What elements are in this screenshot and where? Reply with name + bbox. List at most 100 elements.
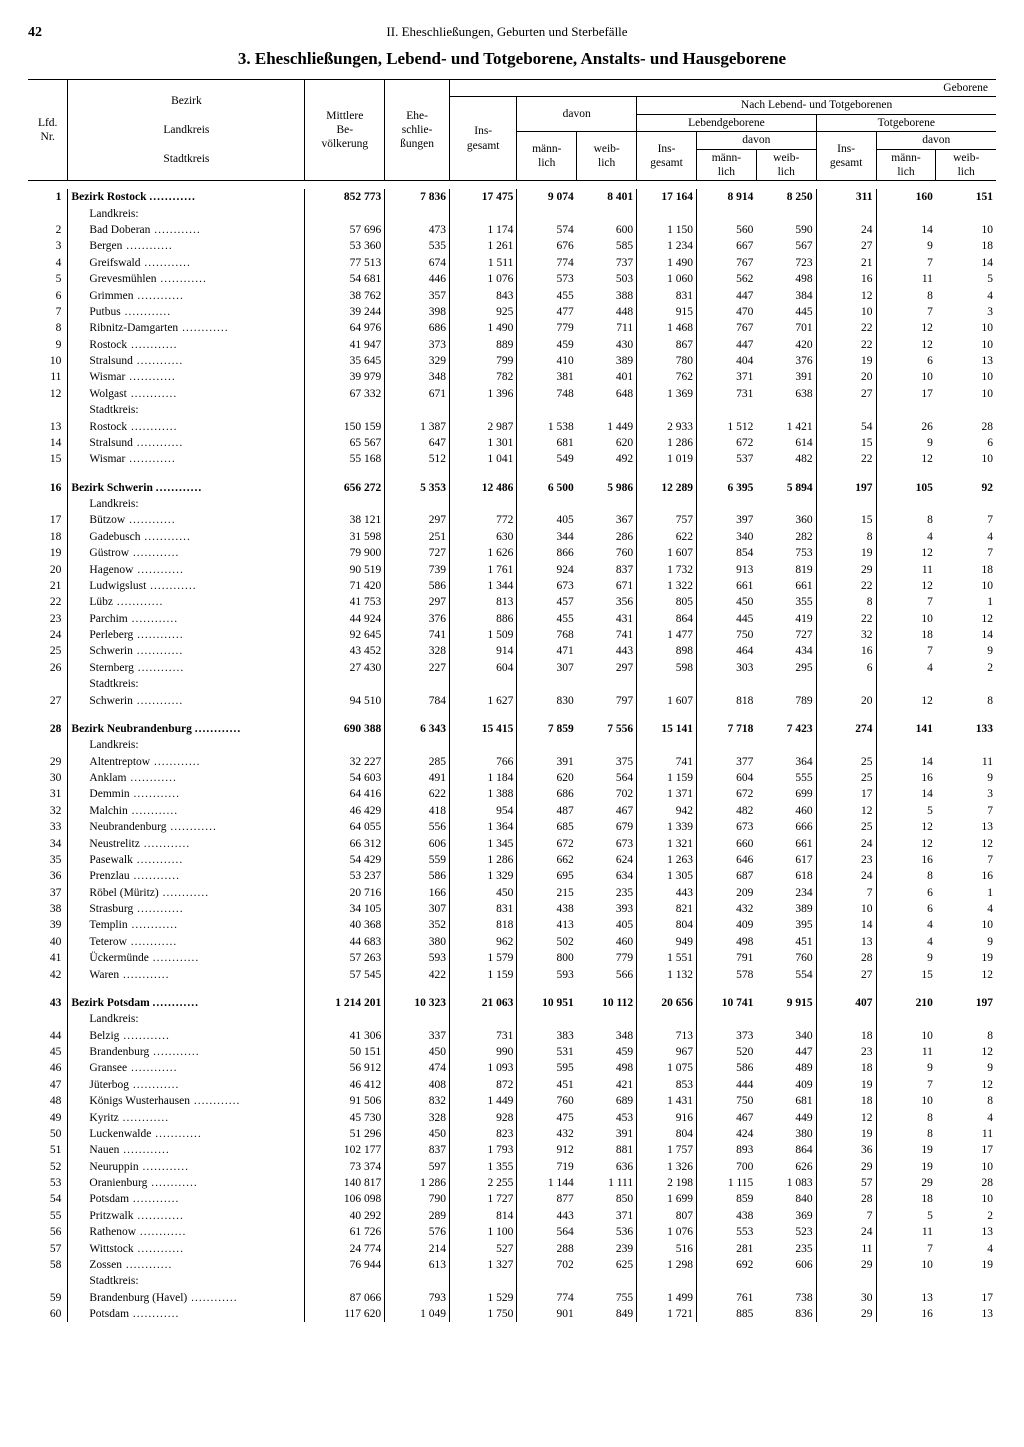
cell: 11 [876,1224,936,1240]
cell: 760 [577,545,637,561]
cell: 16 [816,271,876,287]
cell: 7 [936,803,996,819]
cell: 1 369 [637,386,697,402]
cell: 10 [936,451,996,467]
cell: 413 [517,917,577,933]
cell: 886 [450,611,517,627]
row-name: Perleberg [68,627,305,643]
cell: 17 [876,386,936,402]
cell: 64 416 [305,786,385,802]
cell: 800 [517,950,577,966]
cell: 404 [696,353,756,369]
col-davon2: davon [696,132,816,149]
row-name: Neubrandenburg [68,819,305,835]
cell: 470 [696,304,756,320]
table-row: 8Ribnitz-Damgarten64 9766861 4907797111 … [28,320,996,336]
cell: 1 159 [637,770,697,786]
cell: 622 [385,786,450,802]
table-row: 55Pritzwalk40 29228981444337180743836975… [28,1208,996,1224]
cell: 687 [696,868,756,884]
cell: 4 [936,1241,996,1257]
cell: 7 [936,545,996,561]
cell: 34 105 [305,901,385,917]
cell: 831 [450,901,517,917]
table-row: Landkreis: [28,1011,996,1027]
cell: 9 [936,934,996,950]
cell: 1 511 [450,255,517,271]
cell: 498 [696,934,756,950]
cell: 8 250 [756,189,816,205]
cell: 881 [577,1142,637,1158]
row-number: 51 [28,1142,68,1158]
table-row: 59Brandenburg (Havel)87 0667931 52977475… [28,1290,996,1306]
cell: 7 [876,643,936,659]
cell: 11 [876,1044,936,1060]
row-number: 35 [28,852,68,868]
cell: 630 [450,529,517,545]
cell: 307 [385,901,450,917]
cell: 251 [385,529,450,545]
cell: 10 323 [385,995,450,1011]
cell: 102 177 [305,1142,385,1158]
cell: 371 [696,369,756,385]
cell: 26 [876,419,936,435]
cell: 761 [696,1290,756,1306]
cell: 8 914 [696,189,756,205]
cell: 430 [577,337,637,353]
cell: 10 741 [696,995,756,1011]
table-row: 10Stralsund35 64532979941038978040437619… [28,353,996,369]
cell: 804 [637,917,697,933]
table-row: Landkreis: [28,737,996,753]
cell: 914 [450,643,517,659]
cell: 676 [517,238,577,254]
cell: 702 [577,786,637,802]
cell: 451 [517,1077,577,1093]
table-row: 38Strasburg34 10530783143839382143238910… [28,901,996,917]
cell: 700 [696,1159,756,1175]
cell: 8 [876,1110,936,1126]
cell: 482 [756,451,816,467]
cell: 10 [936,369,996,385]
cell: 823 [450,1126,517,1142]
cell: 432 [696,901,756,917]
row-number: 29 [28,754,68,770]
cell: 105 [876,480,936,496]
cell: 2 933 [637,419,697,435]
cell: 1 132 [637,967,697,983]
table-header: Lfd. Nr. Bezirk Landkreis Stadtkreis Mit… [28,80,996,190]
cell: 90 519 [305,562,385,578]
cell: 656 272 [305,480,385,496]
cell: 355 [756,594,816,610]
cell: 618 [756,868,816,884]
row-number: 25 [28,643,68,659]
cell: 962 [450,934,517,950]
cell: 41 753 [305,594,385,610]
cell: 2 [936,1208,996,1224]
table-row: 22Lübz41 753297813457356805450355871 [28,594,996,610]
cell: 1 364 [450,819,517,835]
col-mann1: männ- lich [517,132,577,181]
cell: 445 [756,304,816,320]
cell: 281 [696,1241,756,1257]
cell: 1 076 [450,271,517,287]
cell: 622 [637,529,697,545]
cell: 1 512 [696,419,756,435]
table-row: 43Bezirk Potsdam 1 214 20110 32321 06310… [28,995,996,1011]
table-row: 14Stralsund65 5676471 3016816201 2866726… [28,435,996,451]
cell: 567 [756,238,816,254]
cell: 748 [517,386,577,402]
cell: 475 [517,1110,577,1126]
cell: 380 [756,1126,816,1142]
cell: 39 244 [305,304,385,320]
cell: 18 [936,562,996,578]
table-row: Landkreis: [28,206,996,222]
cell: 459 [517,337,577,353]
cell: 779 [517,320,577,336]
row-number: 22 [28,594,68,610]
cell: 398 [385,304,450,320]
row-number: 13 [28,419,68,435]
cell: 867 [637,337,697,353]
statistics-table: Lfd. Nr. Bezirk Landkreis Stadtkreis Mit… [28,79,996,1322]
cell: 376 [756,353,816,369]
cell: 586 [385,868,450,884]
